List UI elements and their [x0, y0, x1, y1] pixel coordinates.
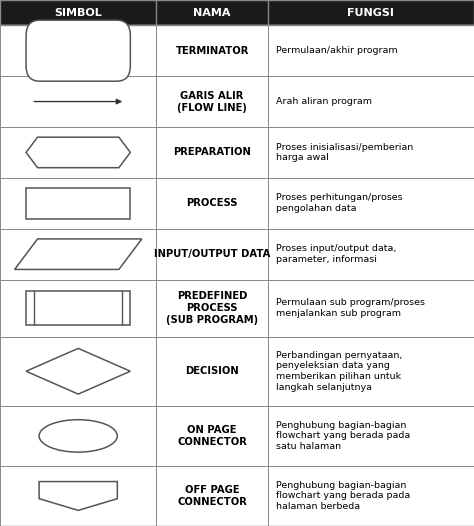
Polygon shape: [26, 348, 130, 394]
Text: ON PAGE
CONNECTOR: ON PAGE CONNECTOR: [177, 425, 247, 447]
Text: FUNGSI: FUNGSI: [347, 7, 394, 18]
FancyBboxPatch shape: [26, 20, 130, 81]
Text: OFF PAGE
CONNECTOR: OFF PAGE CONNECTOR: [177, 485, 247, 507]
Text: PREPARATION: PREPARATION: [173, 147, 251, 157]
Polygon shape: [0, 229, 474, 280]
Ellipse shape: [39, 420, 118, 452]
Polygon shape: [15, 239, 142, 269]
Text: Perbandingan pernyataan,
penyeleksian data yang
memberikan pilihan untuk
langkah: Perbandingan pernyataan, penyeleksian da…: [276, 351, 403, 392]
Text: PREDEFINED
PROCESS
(SUB PROGRAM): PREDEFINED PROCESS (SUB PROGRAM): [166, 291, 258, 325]
Text: Proses inisialisasi/pemberian
harga awal: Proses inisialisasi/pemberian harga awal: [276, 143, 414, 163]
Polygon shape: [26, 137, 130, 168]
Polygon shape: [0, 76, 474, 127]
Text: NAMA: NAMA: [193, 7, 231, 18]
Text: Proses input/output data,
parameter, informasi: Proses input/output data, parameter, inf…: [276, 244, 397, 264]
Text: Proses perhitungan/proses
pengolahan data: Proses perhitungan/proses pengolahan dat…: [276, 194, 403, 213]
Polygon shape: [0, 25, 474, 76]
Text: DECISION: DECISION: [185, 366, 239, 376]
Polygon shape: [0, 178, 474, 229]
Bar: [26, 188, 130, 219]
Text: Penghubung bagian-bagian
flowchart yang berada pada
satu halaman: Penghubung bagian-bagian flowchart yang …: [276, 421, 410, 451]
Polygon shape: [0, 0, 474, 25]
Text: SIMBOL: SIMBOL: [55, 7, 102, 18]
Polygon shape: [0, 466, 474, 526]
Text: INPUT/OUTPUT DATA: INPUT/OUTPUT DATA: [154, 249, 270, 259]
Bar: [26, 291, 130, 325]
Text: GARIS ALIR
(FLOW LINE): GARIS ALIR (FLOW LINE): [177, 90, 247, 113]
Polygon shape: [39, 481, 117, 510]
Polygon shape: [0, 280, 474, 337]
Text: TERMINATOR: TERMINATOR: [175, 46, 249, 56]
Polygon shape: [0, 337, 474, 406]
Polygon shape: [0, 127, 474, 178]
Text: PROCESS: PROCESS: [186, 198, 238, 208]
Text: Arah aliran program: Arah aliran program: [276, 97, 373, 106]
Polygon shape: [0, 406, 474, 466]
Text: Penghubung bagian-bagian
flowchart yang berada pada
halaman berbeda: Penghubung bagian-bagian flowchart yang …: [276, 481, 410, 511]
Text: Permulaan sub program/proses
menjalankan sub program: Permulaan sub program/proses menjalankan…: [276, 298, 425, 318]
Text: Permulaan/akhir program: Permulaan/akhir program: [276, 46, 398, 55]
